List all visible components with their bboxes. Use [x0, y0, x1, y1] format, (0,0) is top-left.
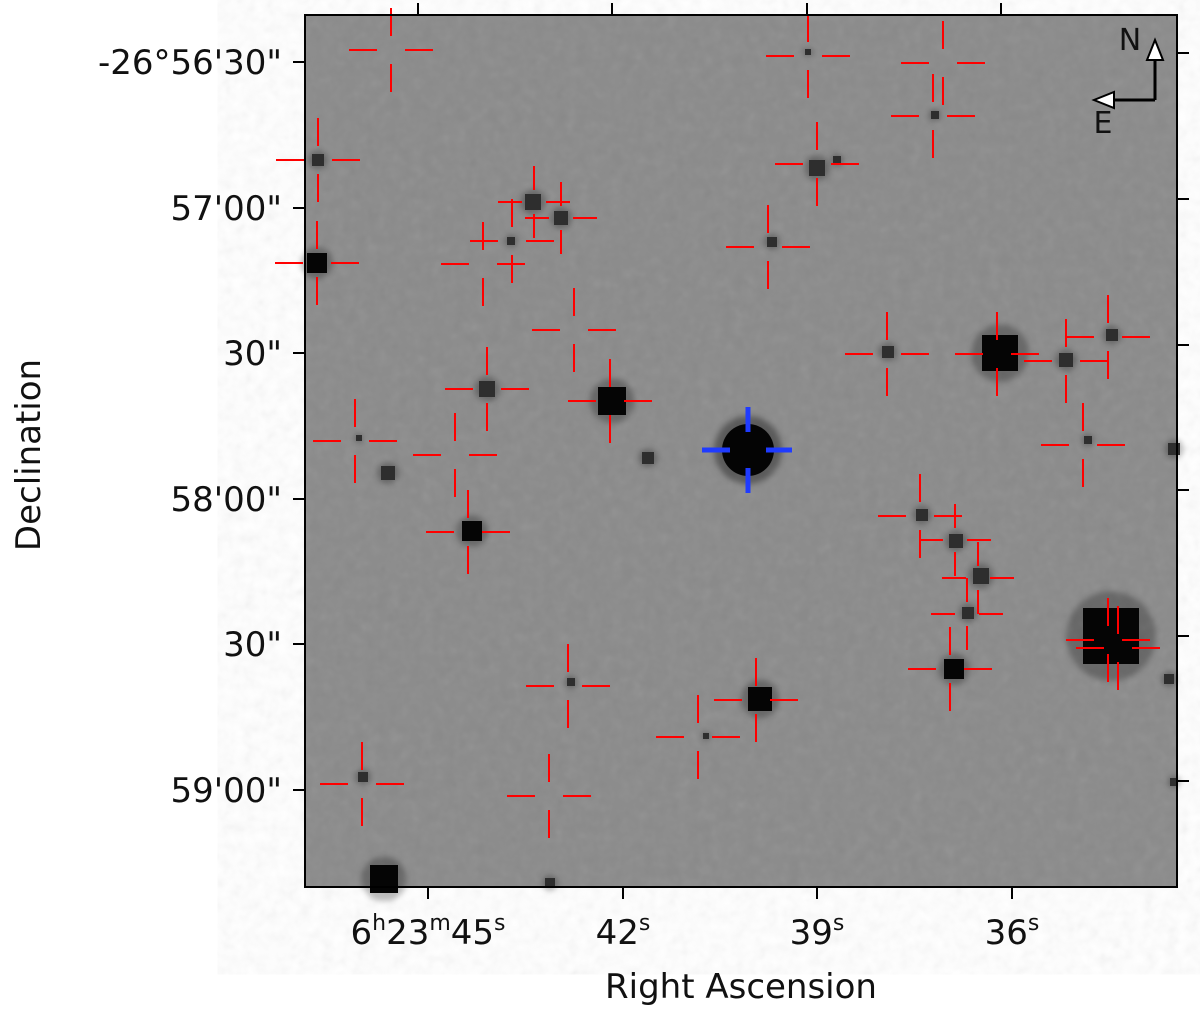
- star: [973, 568, 989, 584]
- y-tick-label: 30": [223, 334, 282, 374]
- star: [949, 534, 963, 548]
- star: [1083, 608, 1139, 664]
- star: [944, 659, 964, 679]
- star: [1170, 778, 1178, 786]
- y-tick-label: 58'00": [170, 480, 282, 520]
- star: [312, 154, 324, 166]
- x-tick-label: 39s: [790, 911, 845, 953]
- star: [381, 466, 395, 480]
- star: [642, 452, 654, 464]
- x-tick-labels: 6h23m45s 42s 39s 36s: [350, 911, 1039, 953]
- star: [916, 509, 928, 521]
- star: [598, 387, 626, 415]
- y-tick-label: 57'00": [170, 189, 282, 229]
- star: [545, 878, 555, 888]
- star: [358, 772, 368, 782]
- star-field: [301, 47, 1184, 902]
- star: [356, 435, 362, 441]
- y-tick-label: 30": [223, 625, 282, 665]
- star: [1168, 443, 1180, 455]
- star: [1106, 329, 1118, 341]
- y-axis-title: Declination: [9, 359, 49, 551]
- star: [748, 687, 772, 711]
- star: [703, 733, 709, 739]
- x-axis-title: Right Ascension: [605, 967, 877, 1007]
- star: [1084, 436, 1092, 444]
- star: [462, 521, 482, 541]
- star: [1164, 674, 1174, 684]
- y-tick-label: 59'00": [170, 771, 282, 811]
- star: [962, 607, 974, 619]
- catalog-markers: [275, 8, 1160, 838]
- x-tick-label: 6h23m45s: [350, 911, 505, 953]
- star: [307, 253, 327, 273]
- x-tick-label: 42s: [596, 911, 651, 953]
- axis-ticks: [293, 3, 1189, 899]
- star: [1059, 353, 1073, 367]
- compass-arrows-icon: N E: [1091, 23, 1165, 141]
- plot-frame: [304, 14, 1178, 888]
- star: [882, 346, 894, 358]
- star: [554, 211, 568, 225]
- y-tick-label: -26°56'30": [98, 43, 282, 83]
- star: [525, 194, 541, 210]
- star: [931, 111, 939, 119]
- star: [767, 237, 777, 247]
- star: [567, 678, 575, 686]
- compass-north-label: N: [1119, 23, 1141, 58]
- star: [370, 865, 398, 893]
- compass-east-label: E: [1094, 106, 1113, 141]
- y-tick-labels: -26°56'30" 57'00" 30" 58'00" 30" 59'00": [98, 43, 282, 811]
- x-tick-label: 36s: [985, 911, 1040, 953]
- star: [507, 237, 515, 245]
- star: [809, 160, 825, 176]
- star: [805, 49, 811, 55]
- star: [479, 381, 495, 397]
- star: [833, 156, 841, 164]
- target-crosshair: [702, 407, 792, 493]
